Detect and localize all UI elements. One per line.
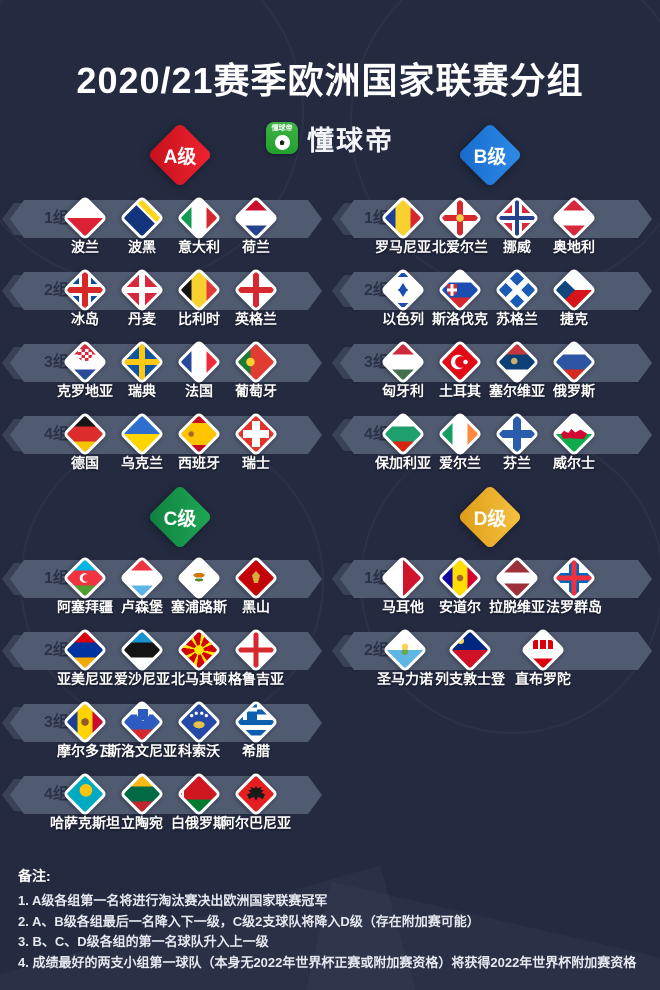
app-icon-label: 懂球帝 <box>271 125 293 132</box>
team-name: 卢森堡 <box>121 599 163 615</box>
group-label: 1组 <box>44 570 69 587</box>
team-name: 爱沙尼亚 <box>114 671 170 687</box>
notes-section: 备注: 1. A级各组第一名将进行淘汰赛决出欧洲国家联赛冠军 2. A、B级各组最… <box>18 866 648 973</box>
notes-heading: 备注: <box>18 868 51 884</box>
team-name: 丹麦 <box>128 311 156 327</box>
group-label: 1组 <box>44 210 69 227</box>
logo-wordmark: 懂球帝 <box>307 125 394 156</box>
league-label: C级 <box>163 508 197 530</box>
team-name: 匈牙利 <box>382 383 424 399</box>
team-name: 以色列 <box>382 311 424 327</box>
page-title: 2020/21赛季欧洲国家联赛分组 <box>76 60 584 101</box>
league-c-badge: C级 <box>147 484 213 550</box>
team-name: 俄罗斯 <box>553 383 595 399</box>
team-name: 苏格兰 <box>496 311 538 327</box>
team-name: 冰岛 <box>71 311 99 327</box>
team-name: 瑞士 <box>242 455 270 471</box>
football-icon <box>274 135 290 150</box>
note-item: 2. A、B级各组最后一名降入下一级，C级2支球队将降入D级（存在附加赛可能） <box>18 913 480 929</box>
league-a-badge: A级 <box>147 122 213 188</box>
team-name: 荷兰 <box>242 239 270 255</box>
group-label: 4组 <box>44 426 69 443</box>
team-name: 阿尔巴尼亚 <box>221 815 291 831</box>
league-label: D级 <box>473 508 507 530</box>
dongqiudi-logo: 懂球帝 懂球帝 <box>0 119 660 157</box>
team-name: 爱尔兰 <box>439 455 481 471</box>
group-label: 2组 <box>44 282 69 299</box>
note-item: 1. A级各组第一名将进行淘汰赛决出欧洲国家联赛冠军 <box>18 893 328 908</box>
team-name: 比利时 <box>178 311 220 327</box>
team-name: 芬兰 <box>503 455 531 471</box>
team-name: 波兰 <box>71 239 99 255</box>
team-name: 塞浦路斯 <box>171 599 227 615</box>
team-name: 列支敦士登 <box>435 671 505 687</box>
notes-list: 1. A级各组第一名将进行淘汰赛决出欧洲国家联赛冠军 2. A、B级各组最后一名降… <box>18 891 648 973</box>
team-name: 立陶宛 <box>121 815 163 831</box>
league-b-badge: B级 <box>457 122 523 188</box>
note-item: 4. 成绩最好的两支小组第一球队（本身无2022年世界杯正赛或附加赛资格）将获得… <box>18 954 637 970</box>
team-name: 法罗群岛 <box>546 599 602 615</box>
team-name: 挪威 <box>503 239 531 255</box>
team-name: 意大利 <box>178 239 220 255</box>
team-name: 格鲁吉亚 <box>228 671 284 687</box>
team-name: 摩尔多瓦 <box>57 743 113 759</box>
team-name: 葡萄牙 <box>235 383 277 399</box>
group-label: 2组 <box>364 642 389 659</box>
team-name: 塞尔维亚 <box>489 383 545 399</box>
team-name: 英格兰 <box>235 311 277 327</box>
team-name: 威尔士 <box>553 455 595 471</box>
team-name: 德国 <box>71 455 99 471</box>
team-name: 亚美尼亚 <box>57 671 113 687</box>
team-name: 克罗地亚 <box>57 383 113 399</box>
team-name: 捷克 <box>560 311 588 327</box>
league-label: B级 <box>473 146 507 168</box>
team-name: 白俄罗斯 <box>171 815 227 831</box>
league-label: A级 <box>163 146 197 168</box>
team-name: 波黑 <box>128 239 156 255</box>
team-name: 马耳他 <box>382 599 424 615</box>
group-band: 1组 <box>10 560 322 598</box>
team-name: 哈萨克斯坦 <box>50 815 120 831</box>
team-name: 土耳其 <box>439 383 481 399</box>
group-label: 2组 <box>44 642 69 659</box>
dongqiudi-app-icon: 懂球帝 <box>266 122 298 154</box>
team-name: 斯洛伐克 <box>432 311 488 327</box>
team-name: 直布罗陀 <box>515 671 571 687</box>
league-d-badge: D级 <box>457 484 523 550</box>
group-label: 4组 <box>44 786 69 803</box>
team-name: 保加利亚 <box>375 455 431 471</box>
team-name: 圣马力诺 <box>377 671 433 687</box>
team-name: 科索沃 <box>178 743 220 759</box>
team-name: 乌克兰 <box>121 455 163 471</box>
team-name: 斯洛文尼亚 <box>107 743 177 759</box>
team-name: 罗马尼亚 <box>375 239 431 255</box>
team-name: 瑞典 <box>128 383 156 399</box>
team-name: 希腊 <box>242 743 270 759</box>
team-name: 北爱尔兰 <box>432 239 488 255</box>
team-name: 北马其顿 <box>171 671 227 687</box>
team-name: 拉脱维亚 <box>489 599 545 615</box>
team-name: 安道尔 <box>439 599 481 615</box>
team-name: 阿塞拜疆 <box>57 599 113 615</box>
team-name: 法国 <box>185 383 213 399</box>
group-label: 3组 <box>44 354 69 371</box>
team-name: 奥地利 <box>553 239 595 255</box>
group-label: 3组 <box>44 714 69 731</box>
note-item: 3. B、C、D级各组的第一名球队升入上一级 <box>18 934 269 949</box>
team-name: 西班牙 <box>178 455 220 471</box>
team-name: 黑山 <box>242 599 270 615</box>
